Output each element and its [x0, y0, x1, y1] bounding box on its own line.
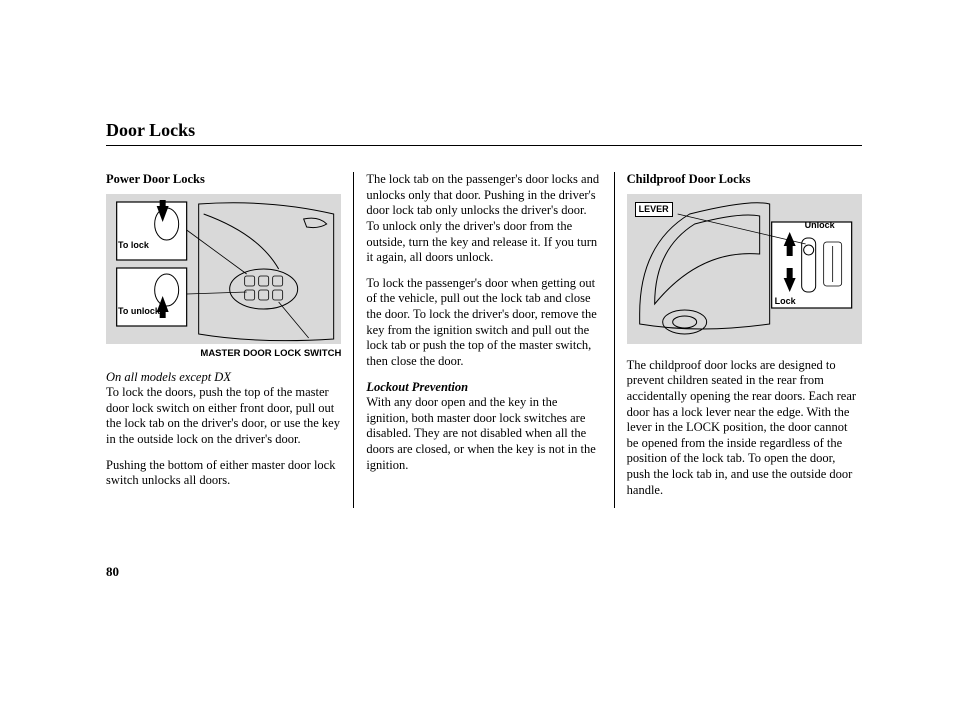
- content-columns: Power Door Locks: [106, 172, 862, 508]
- door-panel-illustration: [106, 194, 341, 344]
- page-title: Door Locks: [106, 120, 862, 146]
- master-switch-caption: MASTER DOOR LOCK SWITCH: [106, 348, 341, 360]
- col1-paragraph-2: Pushing the bottom of either master door…: [106, 458, 341, 489]
- to-unlock-label: To unlock: [118, 306, 160, 317]
- col2-paragraph-3: With any door open and the key in the ig…: [366, 395, 601, 473]
- to-lock-label: To lock: [118, 240, 149, 251]
- column-3: Childproof Door Locks: [614, 172, 862, 508]
- lever-label: LEVER: [635, 202, 673, 217]
- power-door-locks-figure: To lock To unlock: [106, 194, 341, 344]
- manual-page: Door Locks Power Door Locks: [0, 0, 954, 710]
- power-door-locks-heading: Power Door Locks: [106, 172, 341, 188]
- column-2: The lock tab on the passenger's door loc…: [353, 172, 613, 508]
- col1-paragraph-1: To lock the doors, push the top of the m…: [106, 385, 341, 448]
- lock-label: Lock: [775, 296, 796, 307]
- col2-paragraph-2: To lock the passenger's door when gettin…: [366, 276, 601, 370]
- col2-paragraph-1: The lock tab on the passenger's door loc…: [366, 172, 601, 266]
- lockout-prevention-heading: Lockout Prevention: [366, 380, 601, 396]
- childproof-locks-heading: Childproof Door Locks: [627, 172, 862, 188]
- model-note: On all models except DX: [106, 370, 341, 386]
- page-number: 80: [106, 564, 119, 580]
- childproof-locks-figure: LEVER Unlock Lock: [627, 194, 862, 344]
- col3-paragraph-1: The childproof door locks are designed t…: [627, 358, 862, 499]
- column-1: Power Door Locks: [106, 172, 353, 508]
- unlock-label: Unlock: [805, 220, 835, 231]
